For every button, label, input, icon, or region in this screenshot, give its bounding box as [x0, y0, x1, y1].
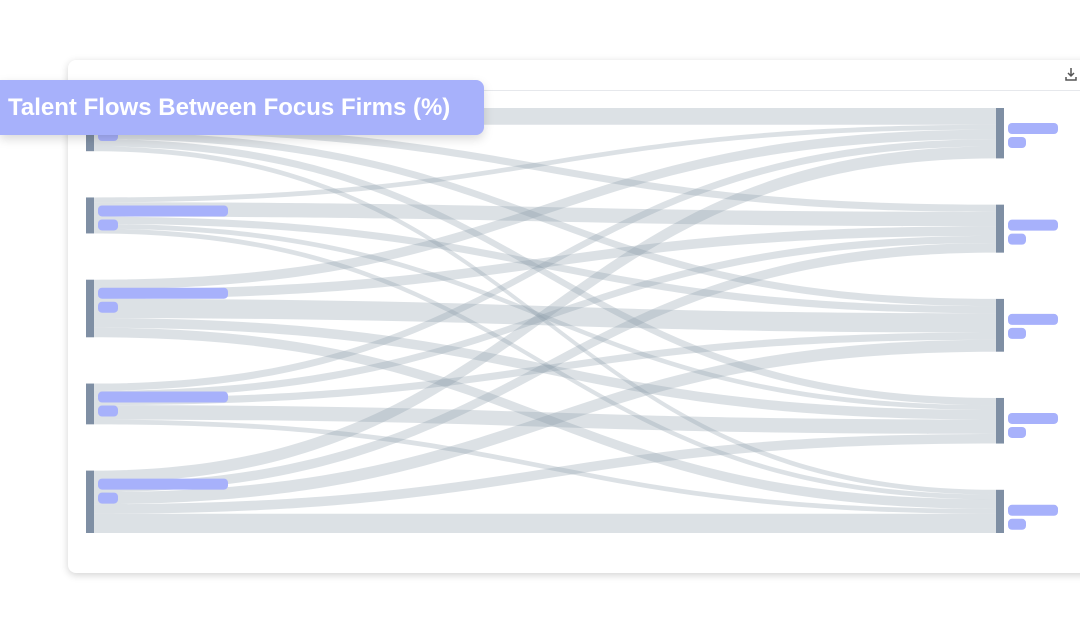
flow-link — [94, 146, 996, 495]
flow-link — [94, 129, 996, 290]
source-node — [86, 197, 94, 234]
label-placeholder — [98, 405, 118, 417]
target-node — [996, 108, 1004, 159]
flow-link — [94, 327, 996, 509]
label-placeholder — [98, 391, 228, 403]
header-divider — [68, 90, 1080, 91]
flow-link — [94, 124, 996, 212]
label-placeholder — [1008, 313, 1058, 325]
title-badge: Talent Flows Between Focus Firms (%) — [0, 80, 484, 135]
flow-link — [94, 235, 996, 398]
label-placeholder — [98, 287, 228, 299]
flow-link — [94, 124, 996, 203]
label-placeholder — [1008, 123, 1058, 134]
flow-link — [94, 202, 996, 227]
flow-link — [94, 226, 996, 299]
label-placeholder — [1008, 412, 1058, 424]
label-placeholder — [1008, 233, 1026, 245]
source-node — [86, 470, 94, 533]
flow-link — [94, 139, 996, 406]
label-placeholder — [1008, 219, 1058, 231]
flow-link — [94, 318, 996, 420]
flow-link — [94, 332, 996, 406]
label-placeholder — [98, 205, 228, 217]
label-placeholder — [98, 301, 118, 313]
flow-link — [94, 132, 996, 307]
flow-link — [94, 433, 996, 514]
target-node — [996, 489, 1004, 533]
label-placeholder — [98, 219, 118, 231]
flow-link — [94, 146, 996, 483]
label-placeholder — [1008, 504, 1058, 516]
flow-link — [94, 339, 996, 505]
download-button[interactable] — [1065, 68, 1077, 81]
chart-card — [68, 60, 1080, 573]
target-node — [996, 204, 1004, 253]
chart-title: Talent Flows Between Focus Firms (%) — [8, 93, 451, 121]
flow-link — [94, 405, 996, 434]
label-placeholder — [1008, 137, 1026, 148]
label-placeholder — [98, 478, 228, 490]
flow-link — [94, 298, 996, 333]
flow-link — [94, 243, 996, 493]
target-node — [996, 397, 1004, 444]
label-placeholder — [1008, 426, 1026, 438]
links — [94, 108, 996, 533]
source-node — [86, 279, 94, 338]
flow-link — [94, 228, 996, 500]
flow-link — [94, 419, 996, 514]
source-node — [86, 383, 94, 425]
flow-link — [94, 139, 996, 391]
flow-link — [94, 223, 996, 410]
target-node — [996, 298, 1004, 352]
label-placeholder — [1008, 327, 1026, 339]
flow-link — [94, 216, 996, 314]
flow-link — [94, 513, 996, 533]
label-placeholder — [98, 492, 118, 504]
label-placeholder — [1008, 518, 1026, 530]
